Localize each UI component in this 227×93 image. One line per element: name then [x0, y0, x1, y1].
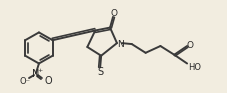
Text: O: O — [186, 41, 193, 50]
Text: O: O — [45, 76, 52, 86]
Text: HO: HO — [187, 63, 200, 72]
Text: S: S — [97, 67, 103, 77]
Text: N: N — [32, 69, 39, 79]
Text: N: N — [117, 40, 124, 49]
Text: O: O — [110, 9, 117, 17]
Text: +: + — [37, 68, 42, 73]
Text: O⁻: O⁻ — [20, 77, 30, 86]
